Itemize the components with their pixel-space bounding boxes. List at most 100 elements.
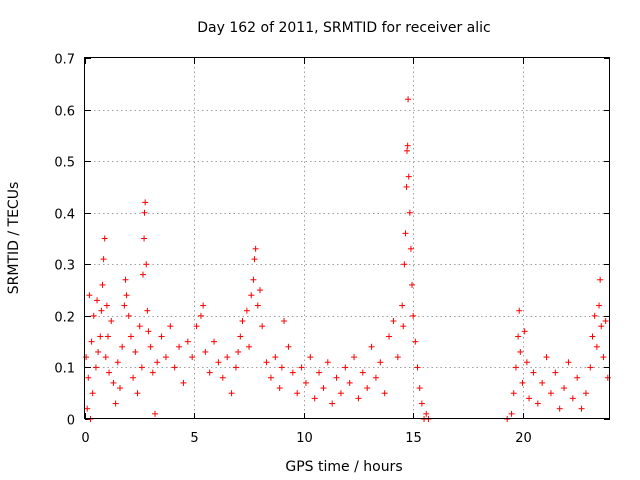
data-point <box>158 333 165 340</box>
data-point <box>515 333 522 340</box>
data-point <box>523 359 530 366</box>
data-point <box>512 364 519 371</box>
data-point <box>152 410 158 417</box>
data-point <box>574 374 581 381</box>
data-point <box>276 385 283 392</box>
data-point <box>547 390 554 397</box>
data-point <box>145 328 152 335</box>
data-point <box>346 379 353 386</box>
data-point <box>144 307 151 314</box>
data-point <box>302 379 309 386</box>
data-point <box>147 343 154 350</box>
data-point <box>519 379 526 386</box>
data-point <box>278 364 285 371</box>
data-point <box>423 410 430 417</box>
data-point <box>587 364 594 371</box>
data-point <box>399 302 406 309</box>
data-point <box>138 364 145 371</box>
data-point <box>142 199 149 206</box>
data-point <box>591 312 598 319</box>
data-point <box>543 354 550 361</box>
data-point <box>602 318 609 325</box>
axis-ticks <box>85 58 610 420</box>
data-point <box>119 343 126 350</box>
data-point <box>89 390 96 397</box>
data-point <box>134 390 141 397</box>
data-point <box>298 364 305 371</box>
x-tick-labels: 0 5 10 15 20 <box>81 431 531 446</box>
data-point <box>272 354 279 361</box>
data-point <box>596 302 603 309</box>
data-point <box>400 323 407 330</box>
data-point <box>329 400 336 407</box>
data-point <box>254 302 261 309</box>
data-point <box>193 323 200 330</box>
data-point <box>364 385 371 392</box>
data-point <box>92 364 99 371</box>
data-point <box>167 323 174 330</box>
data-point <box>409 281 416 288</box>
data-point <box>521 328 528 335</box>
data-point <box>285 343 292 350</box>
data-point <box>593 343 600 350</box>
data-point <box>117 385 123 392</box>
data-point <box>405 173 412 180</box>
data-point <box>386 333 393 340</box>
data-point <box>355 395 362 402</box>
data-point <box>215 359 222 366</box>
data-point <box>94 297 101 304</box>
data-point <box>149 369 156 376</box>
data-point <box>342 364 349 371</box>
data-point <box>401 261 408 268</box>
data-point <box>252 245 259 252</box>
data-point <box>257 287 263 294</box>
data-point <box>243 307 250 314</box>
data-point <box>410 312 417 319</box>
data-point <box>202 348 209 355</box>
data-point <box>206 369 213 376</box>
data-point <box>84 405 91 412</box>
data-point <box>530 369 537 376</box>
data-point <box>539 379 546 386</box>
data-point <box>589 333 596 340</box>
data-point <box>114 359 121 366</box>
data-point <box>200 302 207 309</box>
data-point <box>106 369 113 376</box>
data-point <box>569 395 576 402</box>
data-point <box>184 338 191 345</box>
data-point <box>412 338 419 345</box>
data-point <box>189 354 196 361</box>
data-point <box>526 395 533 402</box>
data-point <box>390 318 397 325</box>
data-point <box>416 385 423 392</box>
data-point <box>235 348 242 355</box>
data-point <box>324 359 331 366</box>
data-point <box>517 348 524 355</box>
x-tick-label: 10 <box>296 431 313 446</box>
data-point <box>281 318 288 325</box>
data-point <box>97 333 104 340</box>
y-axis-label: SRMTID / TECUs <box>6 182 22 295</box>
data-point <box>289 369 296 376</box>
y-tick-label: 0.2 <box>54 311 75 326</box>
data-points <box>83 96 611 422</box>
data-point <box>171 364 178 371</box>
data-point <box>578 405 585 412</box>
data-point <box>372 374 379 381</box>
data-point <box>534 400 541 407</box>
data-point <box>232 364 239 371</box>
data-point <box>510 390 517 397</box>
data-point <box>556 405 563 412</box>
data-point <box>381 390 388 397</box>
data-point <box>90 312 97 319</box>
y-tick-label: 0.6 <box>54 105 75 120</box>
data-point <box>141 235 148 242</box>
x-tick-label: 5 <box>190 431 198 446</box>
data-point <box>112 400 119 407</box>
data-point <box>561 385 568 392</box>
data-point <box>211 338 218 345</box>
data-point <box>83 354 90 361</box>
data-point <box>224 354 231 361</box>
data-point <box>127 333 134 340</box>
data-point <box>162 354 169 361</box>
